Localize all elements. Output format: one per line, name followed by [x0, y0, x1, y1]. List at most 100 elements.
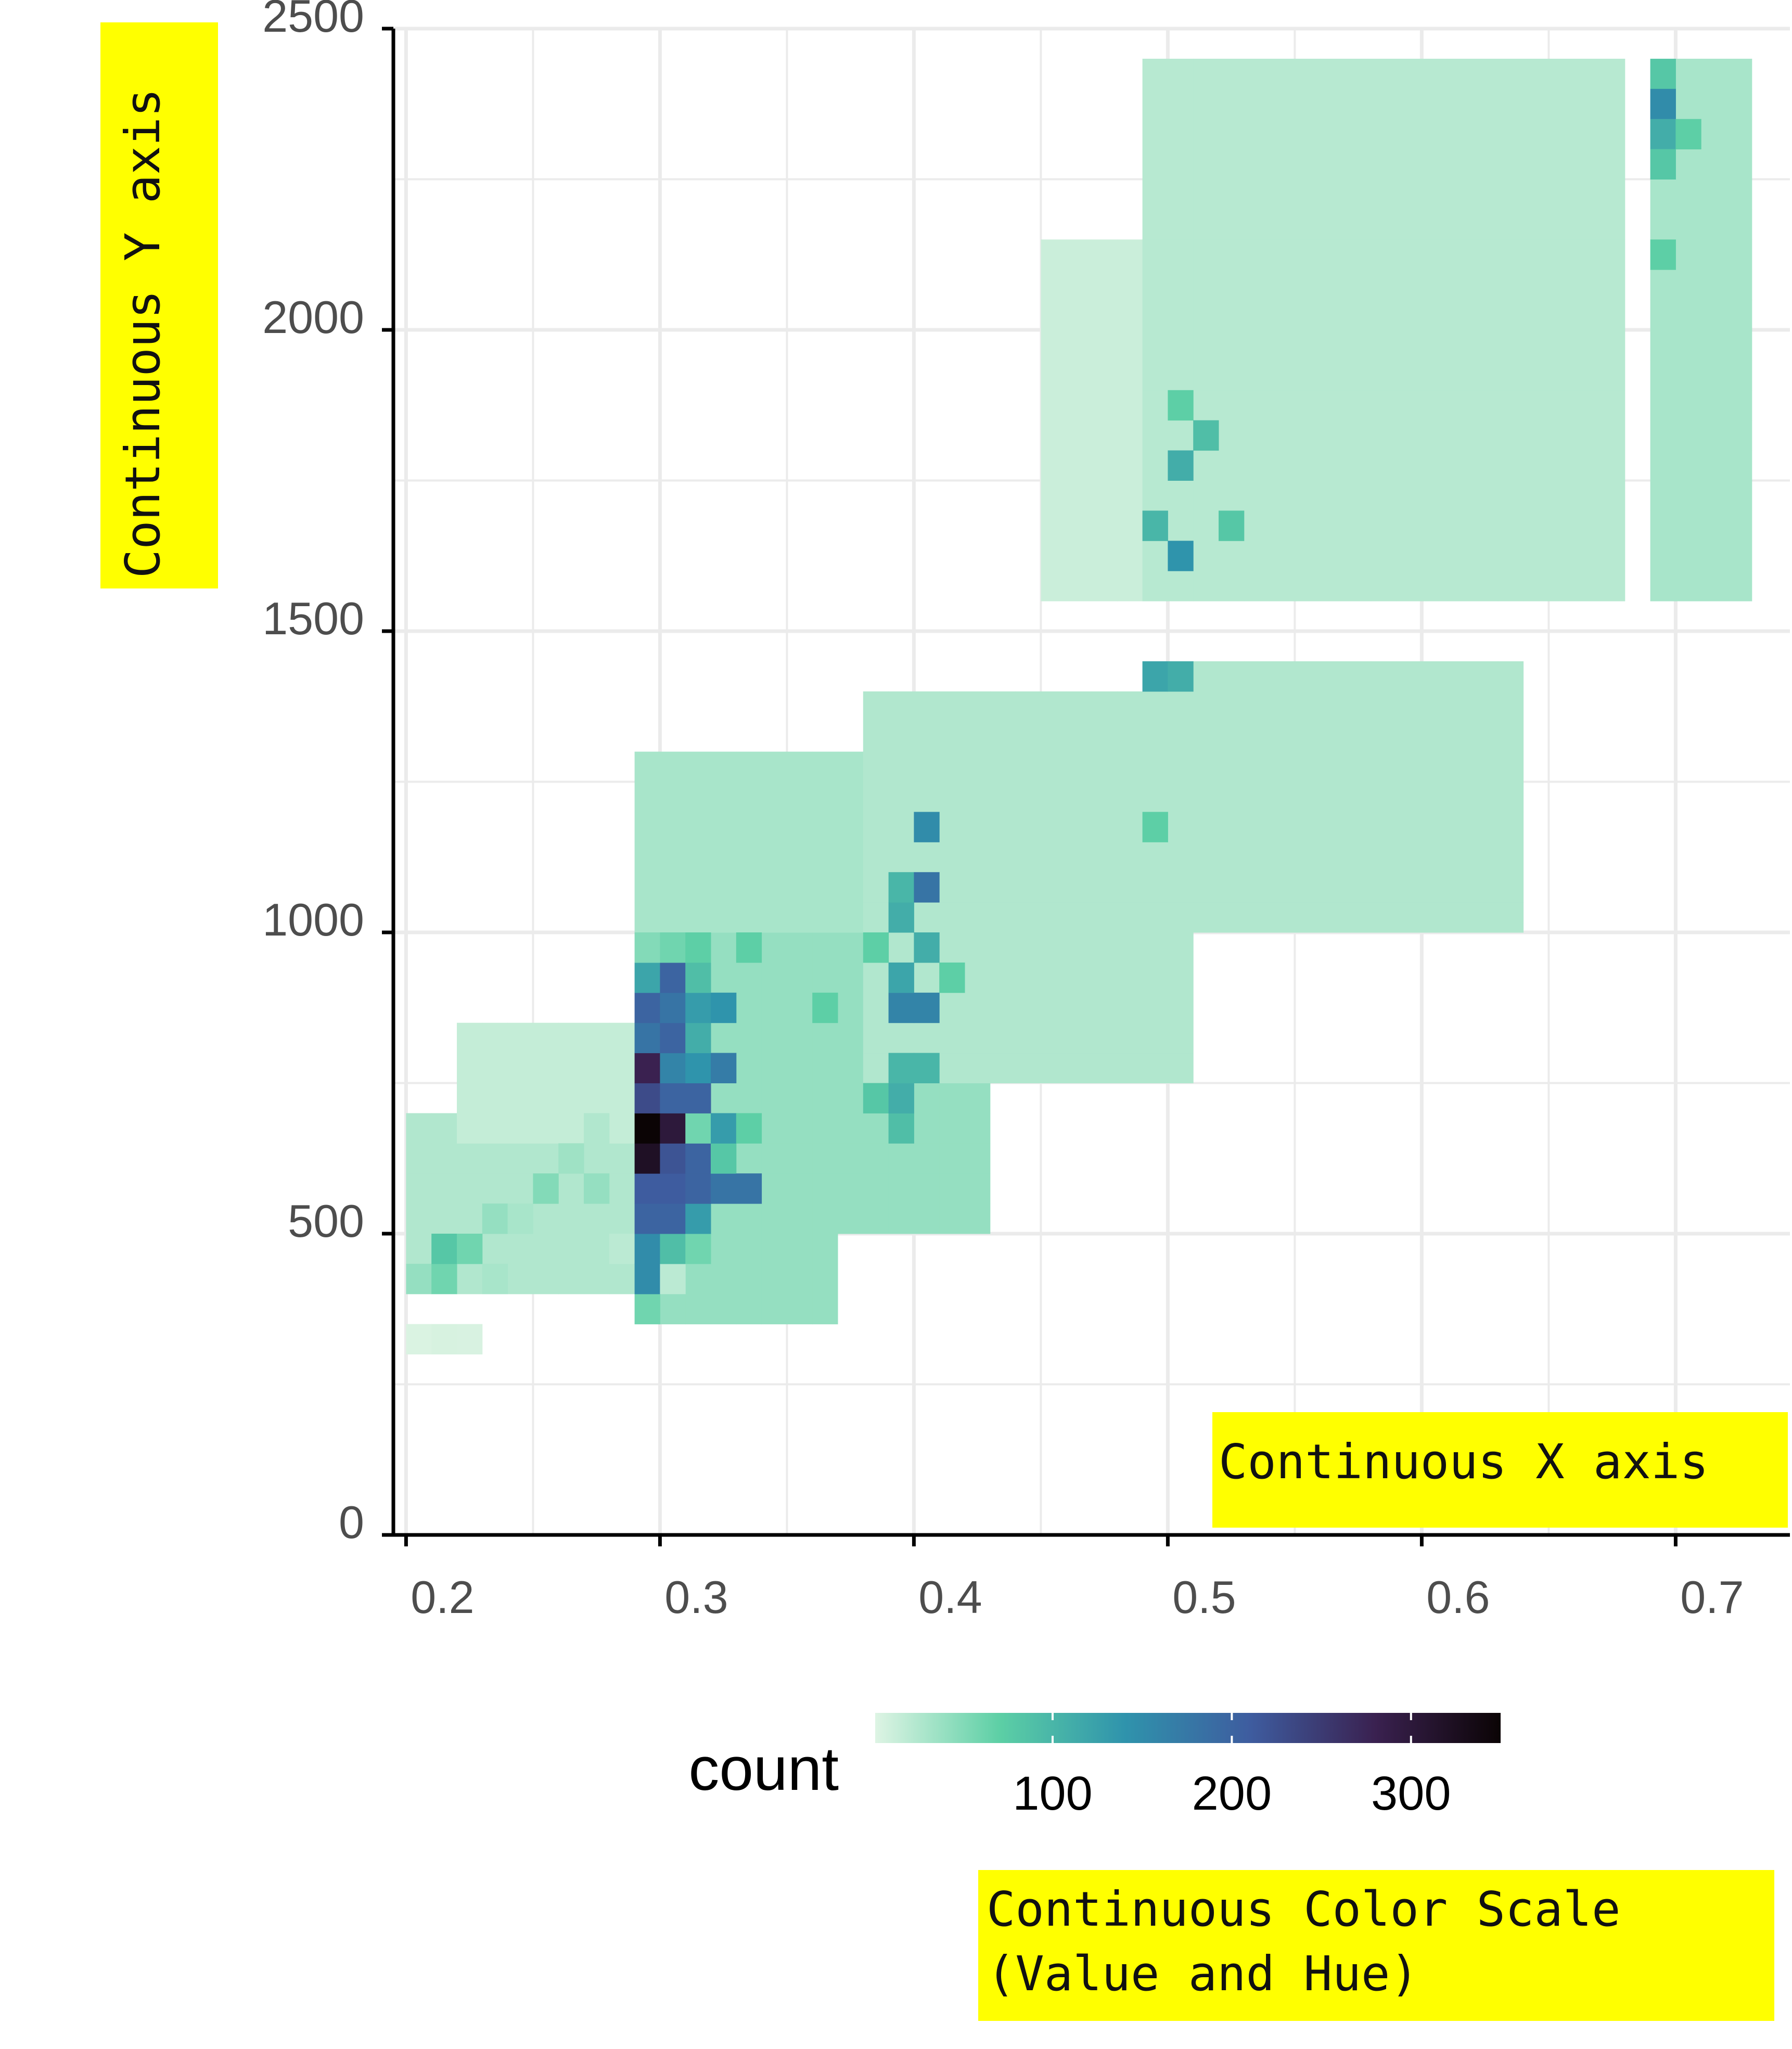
heatmap-bin: [1320, 88, 1346, 120]
heatmap-bin: [888, 962, 914, 993]
heatmap-bin: [1701, 541, 1727, 571]
heatmap-bin: [431, 1324, 457, 1355]
heatmap-bin: [1168, 691, 1194, 722]
heatmap-bin: [1574, 179, 1600, 210]
heatmap-bin: [1117, 902, 1143, 933]
heatmap-bin: [457, 1022, 483, 1054]
heatmap-bin: [1650, 360, 1676, 391]
heatmap-bin: [1675, 510, 1701, 541]
heatmap-bin: [1117, 239, 1143, 270]
heatmap-bin: [1219, 149, 1245, 180]
heatmap-bin: [1371, 360, 1397, 391]
heatmap-bin: [1117, 842, 1143, 873]
heatmap-bin: [1041, 270, 1067, 300]
heatmap-bin: [1346, 571, 1372, 601]
heatmap-bin: [1701, 571, 1727, 601]
heatmap-bin: [1041, 571, 1067, 601]
heatmap-bin: [838, 812, 864, 842]
heatmap-bin: [1168, 330, 1194, 361]
heatmap-bin: [1701, 209, 1727, 240]
heatmap-bin: [1320, 872, 1346, 903]
heatmap-bin: [1675, 571, 1701, 601]
heatmap-bin: [1650, 420, 1676, 451]
heatmap-bin: [787, 932, 813, 963]
heatmap-bin: [761, 782, 787, 812]
y-tick-label: 1000: [262, 894, 364, 945]
heatmap-bin: [838, 1083, 864, 1113]
heatmap-bin: [1219, 58, 1245, 89]
heatmap-bin: [1726, 541, 1752, 571]
heatmap-bin: [761, 932, 787, 963]
heatmap-bin: [685, 992, 711, 1023]
heatmap-bin: [1320, 782, 1346, 812]
heatmap-bin: [1371, 842, 1397, 873]
heatmap-bin: [1497, 842, 1524, 873]
heatmap-bin: [1497, 209, 1524, 240]
heatmap-bin: [914, 992, 940, 1023]
heatmap-bin: [787, 751, 813, 782]
heatmap-bin: [457, 1053, 483, 1083]
heatmap-bin: [1422, 782, 1448, 812]
heatmap-bin: [660, 1113, 686, 1144]
heatmap-bin: [736, 962, 762, 993]
heatmap-bin: [1422, 842, 1448, 873]
heatmap-bin: [888, 932, 914, 963]
heatmap-bin: [812, 1203, 838, 1234]
heatmap-bin: [1168, 119, 1194, 150]
heatmap-bin: [965, 1173, 991, 1204]
heatmap-bin: [1447, 541, 1473, 571]
heatmap-bin: [888, 1113, 914, 1144]
heatmap-bin: [634, 1173, 660, 1204]
heatmap-bin: [1447, 420, 1473, 451]
heatmap-bin: [406, 1263, 432, 1295]
heatmap-bin: [1346, 270, 1372, 300]
heatmap-bin: [507, 1203, 533, 1234]
heatmap-bin: [1015, 902, 1041, 933]
heatmap-bin: [1219, 330, 1245, 361]
heatmap-bin: [1117, 510, 1143, 541]
heatmap-bin: [1142, 149, 1168, 180]
color-scale-annotation-text: Continuous Color Scale (Value and Hue): [987, 1881, 1621, 2002]
heatmap-bin: [1726, 88, 1752, 120]
heatmap-bin: [965, 691, 991, 722]
heatmap-bin: [609, 1053, 635, 1083]
heatmap-bin: [1396, 902, 1422, 933]
heatmap-bin: [838, 1053, 864, 1083]
heatmap-bin: [990, 721, 1016, 752]
heatmap-bin: [1092, 932, 1118, 963]
heatmap-bin: [1473, 390, 1499, 421]
heatmap-bin: [1473, 450, 1499, 481]
heatmap-bin: [863, 721, 889, 752]
heatmap-bin: [812, 1294, 838, 1325]
heatmap-bin: [1066, 992, 1092, 1023]
heatmap-bin: [914, 691, 940, 722]
heatmap-bin: [1371, 88, 1397, 120]
heatmap-bin: [1447, 872, 1473, 903]
heatmap-bin: [1497, 691, 1524, 722]
heatmap-bin: [1269, 360, 1295, 391]
heatmap-bin: [457, 1173, 483, 1204]
heatmap-bin: [1599, 209, 1625, 240]
heatmap-bin: [482, 1053, 508, 1083]
y-tick-label: 0: [339, 1496, 364, 1548]
x-tick-label: 0.5: [1172, 1571, 1236, 1623]
heatmap-bin: [1371, 149, 1397, 180]
heatmap-bin: [1193, 209, 1219, 240]
heatmap-bin: [1574, 239, 1600, 270]
heatmap-bin: [965, 1143, 991, 1174]
heatmap-bin: [812, 1143, 838, 1174]
heatmap-bin: [634, 902, 660, 933]
heatmap-bin: [1066, 932, 1092, 963]
heatmap-bin: [1599, 58, 1625, 89]
heatmap-bin: [1473, 270, 1499, 300]
heatmap-bin: [1142, 510, 1168, 541]
heatmap-bin: [711, 782, 737, 812]
heatmap-bin: [1650, 571, 1676, 601]
heatmap-bin: [1346, 902, 1372, 933]
heatmap-bin: [1473, 360, 1499, 391]
heatmap-bin: [1523, 420, 1549, 451]
heatmap-bin: [787, 992, 813, 1023]
heatmap-bin: [1346, 420, 1372, 451]
heatmap-bin: [761, 1083, 787, 1113]
heatmap-bin: [1193, 902, 1219, 933]
